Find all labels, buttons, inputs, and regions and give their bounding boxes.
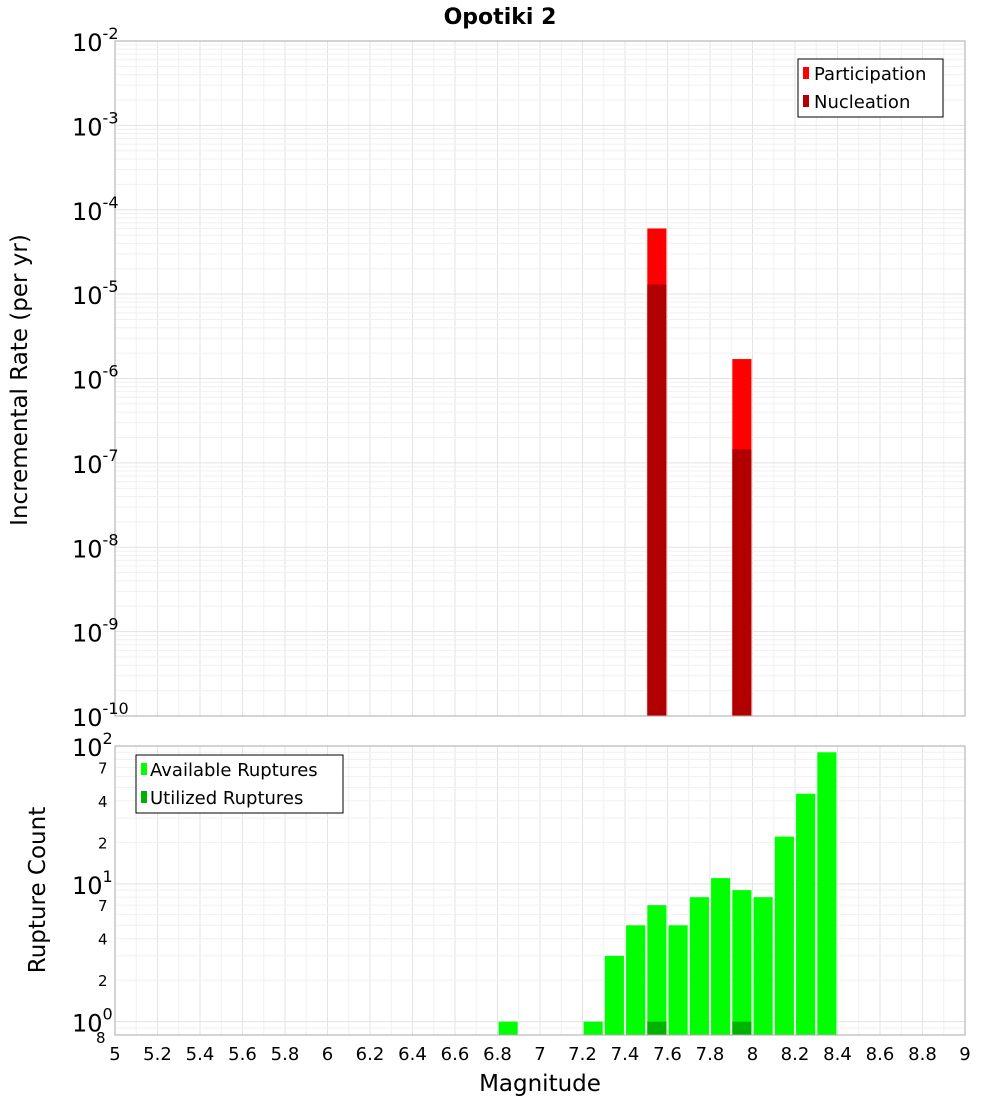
legend-swatch-utilized: [141, 791, 147, 803]
bottom-y-axis-label: Rupture Count: [25, 807, 51, 973]
bar-nucleation: [647, 284, 667, 716]
top-y-tick-label: 10-8: [72, 530, 119, 563]
x-tick-label: 6.2: [356, 1044, 385, 1065]
bottom-x-ticks: 5 5.2 5.4 5.6 5.8 6 6.2 6.4 6.6 6.8 7 7.2 7.4 7.6 7.8 8…: [109, 1044, 970, 1065]
legend-label-available: Available Ruptures: [150, 760, 318, 781]
x-tick-label: 7.2: [568, 1044, 597, 1065]
bottom-y-minor-tick-label: 8: [96, 1029, 106, 1047]
x-tick-label: 6.4: [398, 1044, 427, 1065]
bar-utilized-ruptures: [647, 1021, 667, 1035]
bottom-y-minor-tick-label: 4: [98, 931, 108, 949]
top-y-ticks: 10-10 10-9 10-8 10-7 10-6 10-5 10-4 10-3 10-2: [72, 24, 129, 732]
x-tick-label: 6.6: [441, 1044, 470, 1065]
x-tick-label: 5.4: [186, 1044, 215, 1065]
top-bars: [647, 228, 752, 716]
top-plot-border: [114, 40, 966, 717]
bottom-plot-border: [114, 745, 966, 1036]
x-tick-label: 8: [747, 1044, 758, 1065]
x-axis-label: Magnitude: [479, 1071, 601, 1097]
bottom-bars: [498, 752, 837, 1035]
top-panel: 10-10 10-9 10-8 10-7 10-6 10-5 10-4 10-3 10-2 In…: [7, 24, 966, 732]
bar-utilized-ruptures: [732, 1021, 752, 1035]
bar-available-ruptures: [626, 925, 646, 1035]
bar-available-ruptures: [753, 897, 773, 1035]
x-tick-label: 7.4: [611, 1044, 640, 1065]
x-tick-label: 8.2: [781, 1044, 810, 1065]
bottom-y-minor-tick-label: 7: [98, 759, 108, 777]
bar-available-ruptures: [498, 1021, 518, 1035]
x-tick-label: 8.6: [866, 1044, 895, 1065]
legend-swatch-available: [141, 763, 147, 775]
top-y-tick-label: 10-10: [72, 699, 129, 732]
bottom-panel: 100 101 102 8 2 4 7 2 4 7 5 5.2 5.4 5.6 5.8 6 6.2 6.4 6.6…: [25, 729, 971, 1097]
bar-available-ruptures: [668, 925, 688, 1035]
bottom-y-minor-tick-label: 2: [98, 834, 108, 852]
x-tick-label: 5: [109, 1044, 120, 1065]
top-y-tick-label: 10-2: [72, 24, 119, 57]
bar-available-ruptures: [689, 897, 709, 1035]
x-tick-label: 7: [534, 1044, 545, 1065]
bar-available-ruptures: [817, 752, 837, 1035]
legend-label-participation: Participation: [814, 64, 926, 85]
bar-available-ruptures: [604, 955, 624, 1035]
top-y-tick-label: 10-9: [72, 615, 119, 648]
x-tick-label: 9: [959, 1044, 970, 1065]
bottom-y-minor-tick-label: 2: [98, 972, 108, 990]
bar-available-ruptures: [583, 1021, 603, 1035]
bar-available-ruptures: [711, 878, 731, 1035]
top-legend: Participation Nucleation: [797, 58, 944, 118]
x-tick-label: 5.6: [228, 1044, 257, 1065]
x-tick-label: 6: [322, 1044, 333, 1065]
legend-label-utilized: Utilized Ruptures: [150, 788, 303, 809]
top-y-tick-label: 10-4: [72, 193, 119, 226]
x-tick-label: 5.8: [271, 1044, 300, 1065]
top-y-tick-label: 10-3: [72, 108, 119, 141]
bottom-legend-box: [135, 754, 344, 814]
top-y-tick-label: 10-7: [72, 446, 119, 479]
bar-available-ruptures: [796, 793, 816, 1035]
x-tick-label: 6.8: [483, 1044, 512, 1065]
x-tick-label: 7.6: [653, 1044, 682, 1065]
top-grid: [114, 41, 966, 717]
legend-swatch-nucleation: [803, 95, 809, 107]
x-tick-label: 8.4: [823, 1044, 852, 1065]
top-y-tick-label: 10-5: [72, 277, 119, 310]
top-legend-box: [797, 58, 944, 118]
top-y-tick-label: 10-6: [72, 362, 119, 395]
legend-label-nucleation: Nucleation: [814, 92, 910, 113]
bottom-y-tick-label: 102: [72, 729, 113, 762]
top-y-axis-label: Incremental Rate (per yr): [7, 234, 33, 526]
bar-available-ruptures: [732, 890, 752, 1035]
legend-swatch-participation: [803, 67, 809, 79]
bar-available-ruptures: [774, 836, 794, 1035]
bottom-y-ticks: 100 101 102 8 2 4 7 2 4 7: [72, 729, 113, 1047]
bar-nucleation: [732, 449, 752, 716]
bottom-y-tick-label: 100: [72, 1005, 113, 1038]
bottom-y-tick-label: 101: [72, 867, 113, 900]
bottom-legend: Available Ruptures Utilized Ruptures: [135, 754, 344, 814]
chart-title: Opotiki 2: [444, 5, 557, 30]
x-tick-label: 5.2: [143, 1044, 172, 1065]
bar-available-ruptures: [647, 905, 667, 1035]
x-tick-label: 8.8: [908, 1044, 937, 1065]
bottom-y-minor-tick-label: 4: [98, 793, 108, 811]
x-tick-label: 7.8: [696, 1044, 725, 1065]
bottom-y-minor-tick-label: 7: [98, 897, 108, 915]
